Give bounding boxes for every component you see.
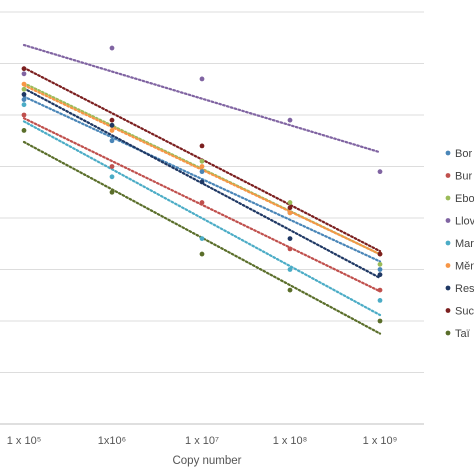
data-point-bur (377, 287, 383, 293)
data-point-suc (21, 66, 27, 72)
data-point-taï (377, 318, 383, 324)
data-point-měn (21, 81, 27, 87)
data-point-bur (199, 200, 205, 205)
data-point-suc (109, 117, 115, 123)
legend-label-res: Res (455, 283, 474, 295)
data-point-mar (109, 174, 115, 180)
data-point-suc (199, 143, 205, 149)
data-point-ebo (21, 86, 27, 92)
data-point-bur (21, 112, 27, 118)
legend-label-měn: Měn (455, 261, 474, 273)
x-tick-label: 1 x 10⁹ (363, 435, 398, 447)
gridlines (0, 11, 424, 425)
trendline-bor (22, 95, 382, 263)
data-point-llov (199, 76, 205, 82)
legend-marker-llov (445, 218, 451, 223)
legend-marker-mar (445, 240, 451, 246)
legend-marker-taï (445, 330, 451, 336)
data-point-bur (109, 164, 115, 169)
legend-marker-ebo (445, 195, 451, 201)
data-point-taï (109, 189, 115, 195)
legend-label-suc: Suc (455, 306, 474, 318)
data-point-res (109, 122, 115, 128)
legend-marker-suc (445, 308, 451, 313)
data-point-měn (109, 128, 115, 133)
data-point-mar (377, 298, 383, 303)
data-point-měn (287, 210, 293, 216)
legend-label-ebo: Ebo (455, 193, 474, 205)
trendline-llov (22, 43, 382, 154)
data-point-llov (21, 71, 27, 77)
legend-label-llov: Llov (455, 216, 474, 228)
data-point-llov (109, 45, 115, 51)
data-point-llov (287, 117, 293, 123)
data-point-suc (287, 205, 293, 211)
x-tick-labels: 1 x 10⁵ 1x10⁶ 1 x 10⁷ 1 x 10⁸ 1 x 10⁹ (7, 435, 398, 447)
data-point-ebo (199, 158, 205, 164)
data-point-mar (199, 236, 205, 242)
data-point-bor (21, 97, 27, 102)
data-point-mar (287, 267, 293, 272)
data-point-ebo (377, 261, 383, 267)
legend: Bor Bur Ebo Llov Mar Měn Res Suc Taï (445, 148, 474, 340)
data-point-taï (287, 287, 293, 293)
legend-marker-bor (445, 150, 451, 156)
legend-marker-res (445, 285, 451, 291)
data-point-suc (377, 251, 383, 257)
data-point-res (21, 92, 27, 97)
legend-label-bur: Bur (455, 171, 472, 183)
data-point-taï (199, 251, 205, 257)
data-point-mar (21, 102, 27, 108)
data-point-měn (199, 164, 205, 169)
data-points (21, 45, 383, 324)
legend-marker-měn (445, 263, 451, 268)
legend-label-taï: Taï (455, 328, 471, 340)
legend-marker-bur (445, 173, 451, 178)
data-point-res (199, 179, 205, 185)
data-point-bor (377, 267, 383, 272)
x-tick-label: 1x10⁶ (98, 435, 126, 447)
data-point-bor (199, 169, 205, 175)
data-point-res (287, 236, 293, 242)
data-point-taï (21, 128, 27, 133)
data-point-llov (377, 169, 383, 175)
trendlines (22, 43, 382, 335)
data-point-res (377, 272, 383, 278)
x-tick-label: 1 x 10⁵ (7, 435, 42, 447)
trendline-mar (22, 120, 382, 317)
x-tick-label: 1 x 10⁸ (273, 435, 308, 447)
x-tick-label: 1 x 10⁷ (185, 435, 219, 447)
x-axis-title: Copy number (172, 455, 241, 467)
legend-label-mar: Mar (455, 238, 474, 250)
data-point-bur (287, 246, 293, 252)
data-point-ebo (287, 200, 293, 205)
legend-label-bor: Bor (455, 148, 472, 160)
data-point-bor (109, 138, 115, 144)
